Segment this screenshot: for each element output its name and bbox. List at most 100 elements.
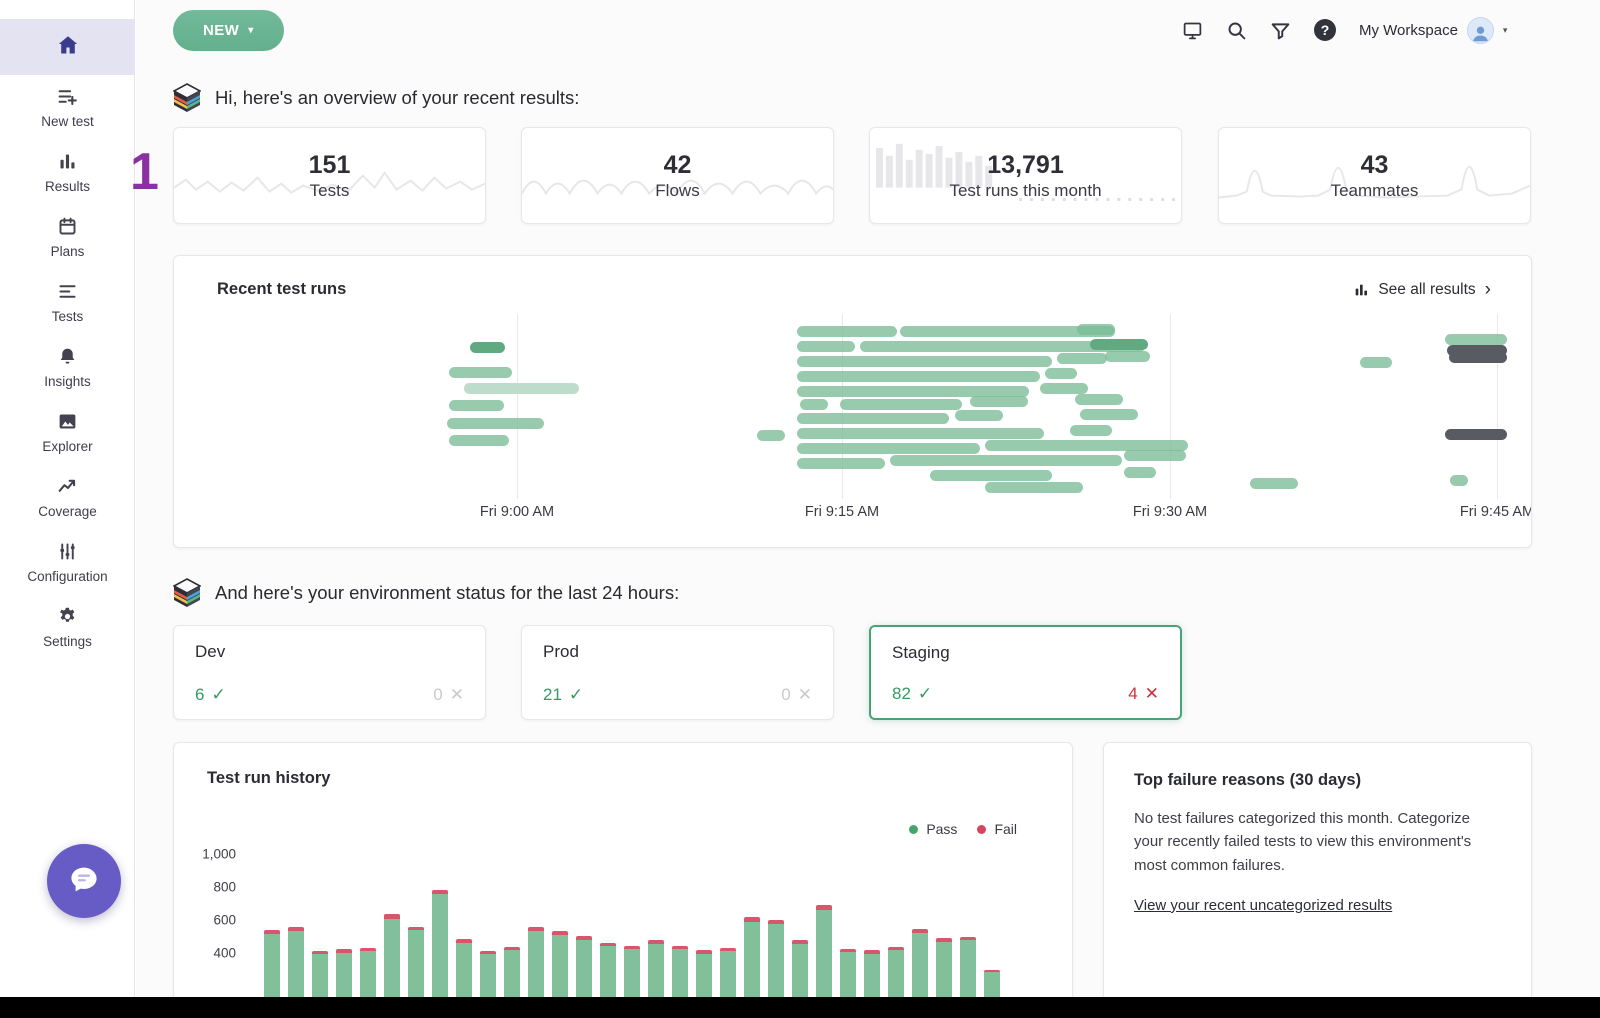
chart-legend: Pass Fail — [909, 821, 1017, 837]
test-run-bar[interactable] — [1057, 353, 1107, 364]
test-run-bar[interactable] — [1077, 324, 1115, 335]
test-run-bar[interactable] — [1450, 475, 1468, 486]
test-run-bar[interactable] — [930, 470, 1052, 481]
env-card[interactable]: Staging 82 ✓ 4 ✕ — [869, 625, 1182, 720]
environment-heading: And here's your environment status for t… — [173, 578, 679, 608]
stat-value: 42 — [663, 150, 692, 179]
test-run-bar[interactable] — [797, 341, 855, 352]
test-run-bar[interactable] — [797, 386, 1029, 397]
test-run-bar[interactable] — [1124, 467, 1156, 478]
sparkline — [1219, 166, 1530, 199]
test-run-bar[interactable] — [797, 428, 1044, 439]
test-run-bar[interactable] — [449, 400, 504, 411]
pass-legend-label: Pass — [926, 821, 958, 837]
sidebar-item-plans[interactable]: Plans — [0, 216, 135, 259]
test-run-bar[interactable] — [797, 356, 1052, 367]
test-run-bar[interactable] — [985, 482, 1083, 493]
test-run-bar[interactable] — [449, 435, 509, 446]
gantt-gridline — [517, 314, 518, 499]
test-run-bar[interactable] — [1105, 351, 1150, 362]
sidebar-item-explorer[interactable]: Explorer — [0, 411, 135, 454]
sidebar-item-label: New test — [41, 114, 94, 129]
test-run-history-card: Test run history Pass Fail 1,000 800 600 40… — [173, 742, 1073, 1018]
test-run-bar[interactable] — [800, 399, 828, 410]
help-icon[interactable]: ? — [1314, 19, 1336, 41]
test-run-bar[interactable] — [797, 443, 980, 454]
env-card[interactable]: Dev 6 ✓ 0 ✕ — [173, 625, 486, 720]
test-run-bar[interactable] — [449, 367, 512, 378]
sliders-icon — [57, 541, 78, 562]
test-run-bar[interactable] — [1040, 383, 1088, 394]
top-failure-reasons-card: Top failure reasons (30 days) No test fa… — [1103, 742, 1532, 1018]
uncategorized-results-link[interactable]: View your recent uncategorized results — [1134, 896, 1393, 914]
test-run-bar[interactable] — [1360, 357, 1392, 368]
test-run-bar[interactable] — [970, 396, 1028, 407]
new-button[interactable]: NEW ▾ — [173, 10, 284, 51]
test-run-bar[interactable] — [1250, 478, 1298, 489]
test-run-bar[interactable] — [1449, 352, 1507, 363]
test-run-bar[interactable] — [1075, 394, 1123, 405]
stat-label: Tests — [309, 180, 350, 200]
sidebar-item-new-test[interactable]: New test — [0, 86, 135, 129]
filter-icon[interactable] — [1270, 20, 1291, 41]
history-bar — [768, 919, 784, 1018]
env-status-row: 6 ✓ 0 ✕ — [195, 685, 464, 705]
fail-legend-label: Fail — [994, 821, 1017, 837]
test-run-bar[interactable] — [757, 430, 785, 441]
main-content: NEW ▾ ? My Workspace ▾ Hi, here's an ove… — [136, 0, 1600, 1018]
calendar-icon — [57, 216, 78, 237]
test-run-bar[interactable] — [1445, 334, 1507, 345]
stat-value: 13,791 — [987, 150, 1064, 179]
test-run-bar[interactable] — [1080, 409, 1138, 420]
history-chart: 1,000 800 600 400 — [174, 743, 1072, 1018]
test-run-bar[interactable] — [797, 413, 949, 424]
stat-card-flows[interactable]: 42 Flows — [521, 127, 834, 224]
y-axis-tick: 800 — [213, 879, 236, 895]
test-run-bar[interactable] — [797, 326, 897, 337]
sidebar-item-settings[interactable]: Settings — [0, 606, 135, 649]
test-run-bar[interactable] — [1445, 429, 1507, 440]
gantt-time-label: Fri 9:15 AM — [804, 504, 880, 520]
test-run-bar[interactable] — [447, 418, 544, 429]
sidebar-item-tests[interactable]: Tests — [0, 281, 135, 324]
env-card[interactable]: Prod 21 ✓ 0 ✕ — [521, 625, 834, 720]
sidebar-item-insights[interactable]: Insights — [0, 346, 135, 389]
stat-card-teammates[interactable]: 43 Teammates — [1218, 127, 1531, 224]
stat-card-tests[interactable]: 151 Tests — [173, 127, 486, 224]
test-run-bar[interactable] — [900, 326, 1115, 337]
y-axis-tick: 400 — [213, 945, 236, 961]
sidebar-item-coverage[interactable]: Coverage — [0, 476, 135, 519]
test-run-bar[interactable] — [860, 341, 1145, 352]
sidebar-item-results[interactable]: Results — [0, 151, 135, 194]
test-run-bar[interactable] — [840, 399, 962, 410]
test-run-bar[interactable] — [985, 440, 1188, 451]
history-bar — [288, 927, 304, 1018]
test-run-bar[interactable] — [1124, 450, 1186, 461]
caret-down-icon: ▾ — [248, 25, 254, 36]
monitor-icon[interactable] — [1182, 20, 1203, 41]
test-run-bar[interactable] — [1045, 368, 1077, 379]
workspace-menu[interactable]: My Workspace ▾ — [1359, 16, 1507, 44]
test-run-bar[interactable] — [797, 371, 1040, 382]
test-run-bar[interactable] — [890, 455, 1122, 466]
sidebar-item-home[interactable] — [0, 19, 135, 75]
gantt-gridline — [1497, 314, 1498, 499]
test-run-bar[interactable] — [1090, 339, 1148, 350]
sidebar-item-configuration[interactable]: Configuration — [0, 541, 135, 584]
failure-card-title: Top failure reasons (30 days) — [1134, 771, 1362, 789]
sidebar-item-label: Settings — [43, 634, 92, 649]
new-test-icon — [57, 86, 78, 107]
test-run-bar[interactable] — [1447, 345, 1507, 356]
search-icon[interactable] — [1226, 20, 1247, 41]
chat-widget-button[interactable] — [47, 844, 121, 918]
test-run-bar[interactable] — [1070, 425, 1112, 436]
test-run-bar[interactable] — [464, 383, 579, 394]
stat-card-test-runs[interactable]: 13,791 Test runs this month — [869, 127, 1182, 224]
sidebar-item-label: Plans — [50, 244, 85, 259]
history-bar — [744, 917, 760, 1018]
see-all-results-link[interactable]: See all results › — [1353, 280, 1491, 299]
test-run-bar[interactable] — [955, 410, 1003, 421]
screenshot-bottom-edge — [0, 997, 1600, 1018]
test-run-bar[interactable] — [470, 342, 505, 353]
test-run-bar[interactable] — [797, 458, 885, 469]
